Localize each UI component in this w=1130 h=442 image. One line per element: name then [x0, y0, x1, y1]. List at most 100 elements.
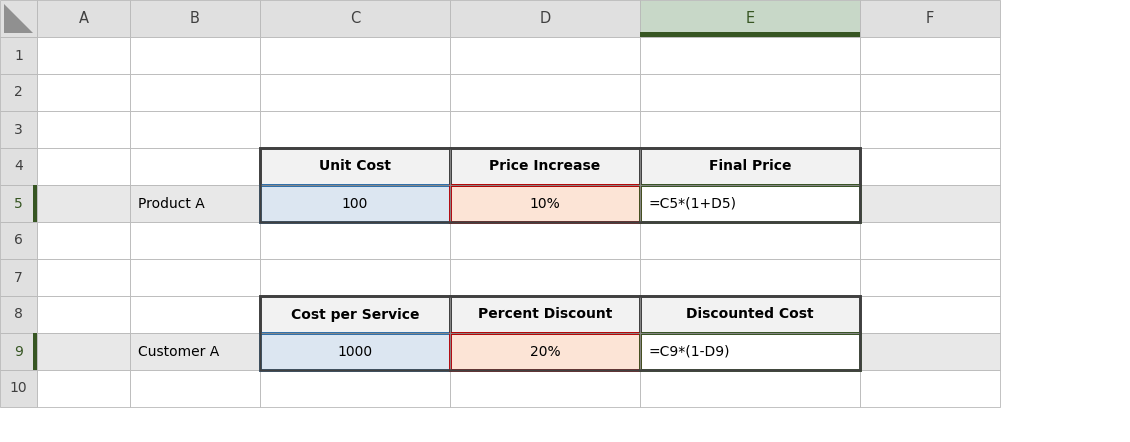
Bar [37, 37, 130, 74]
Bar [860, 222, 1000, 259]
Bar [37, 259, 130, 296]
Bar [37, 0, 130, 37]
Text: =C9*(1-D9): =C9*(1-D9) [647, 344, 730, 358]
Text: C: C [350, 11, 360, 26]
Text: Final Price: Final Price [709, 160, 791, 174]
Bar [450, 296, 640, 333]
Bar [450, 37, 640, 74]
Bar [33, 333, 37, 370]
Bar [640, 222, 860, 259]
Bar [0, 148, 37, 185]
Bar [450, 74, 640, 111]
Bar [260, 296, 450, 333]
Bar [450, 333, 640, 370]
Text: D: D [539, 11, 550, 26]
Bar [450, 148, 640, 185]
Polygon shape [5, 4, 33, 33]
Bar [130, 370, 260, 407]
Bar [450, 333, 640, 370]
Bar [860, 0, 1000, 37]
Text: 7: 7 [14, 271, 23, 285]
Bar [260, 370, 450, 407]
Bar [640, 148, 860, 185]
Bar [37, 333, 130, 370]
Bar [450, 296, 640, 333]
Text: E: E [746, 11, 755, 26]
Bar [260, 111, 450, 148]
Bar [37, 296, 130, 333]
Text: 5: 5 [14, 197, 23, 210]
Bar [860, 37, 1000, 74]
Bar [0, 259, 37, 296]
Bar [640, 185, 860, 222]
Text: 10%: 10% [530, 197, 560, 210]
Bar [860, 259, 1000, 296]
Bar [450, 185, 640, 222]
Bar [260, 222, 450, 259]
Bar [640, 296, 860, 333]
Bar [260, 259, 450, 296]
Bar [640, 74, 860, 111]
Text: 100: 100 [341, 197, 368, 210]
Bar [260, 185, 450, 222]
Bar [37, 222, 130, 259]
Bar [860, 148, 1000, 185]
Bar [640, 185, 860, 222]
Bar [130, 333, 260, 370]
Bar [260, 0, 450, 37]
Bar [640, 185, 860, 222]
Bar [450, 185, 640, 222]
Text: Price Increase: Price Increase [489, 160, 601, 174]
Bar [640, 333, 860, 370]
Bar [450, 296, 640, 333]
Bar [260, 74, 450, 111]
Text: 2: 2 [14, 85, 23, 99]
Bar [260, 296, 450, 333]
Text: =C5*(1+D5): =C5*(1+D5) [647, 197, 736, 210]
Bar [0, 370, 37, 407]
Bar [450, 370, 640, 407]
Bar [130, 37, 260, 74]
Bar [450, 0, 640, 37]
Bar [640, 333, 860, 370]
Bar [640, 148, 860, 185]
Bar [450, 185, 640, 222]
Bar [33, 185, 37, 222]
Text: 3: 3 [14, 122, 23, 137]
Bar [860, 185, 1000, 222]
Bar [130, 111, 260, 148]
Bar [260, 296, 860, 370]
Bar [640, 370, 860, 407]
Bar [0, 111, 37, 148]
Bar [450, 148, 640, 185]
Bar [640, 0, 860, 37]
Bar [640, 111, 860, 148]
Text: 1000: 1000 [338, 344, 373, 358]
Bar [640, 296, 860, 333]
Bar [37, 111, 130, 148]
Text: Percent Discount: Percent Discount [478, 308, 612, 321]
Bar [130, 0, 260, 37]
Bar [130, 74, 260, 111]
Bar [640, 148, 860, 185]
Bar [860, 296, 1000, 333]
Bar [260, 148, 450, 185]
Bar [260, 37, 450, 74]
Text: 6: 6 [14, 233, 23, 248]
Bar [130, 185, 260, 222]
Bar [860, 370, 1000, 407]
Text: Unit Cost: Unit Cost [319, 160, 391, 174]
Bar [260, 333, 450, 370]
Bar [260, 148, 450, 185]
Bar [0, 333, 37, 370]
Text: 8: 8 [14, 308, 23, 321]
Bar [130, 148, 260, 185]
Bar [450, 259, 640, 296]
Bar [260, 185, 450, 222]
Bar [860, 111, 1000, 148]
Bar [130, 296, 260, 333]
Bar [260, 333, 450, 370]
Bar [450, 148, 640, 185]
Text: 10: 10 [10, 381, 27, 396]
Text: 1: 1 [14, 49, 23, 62]
